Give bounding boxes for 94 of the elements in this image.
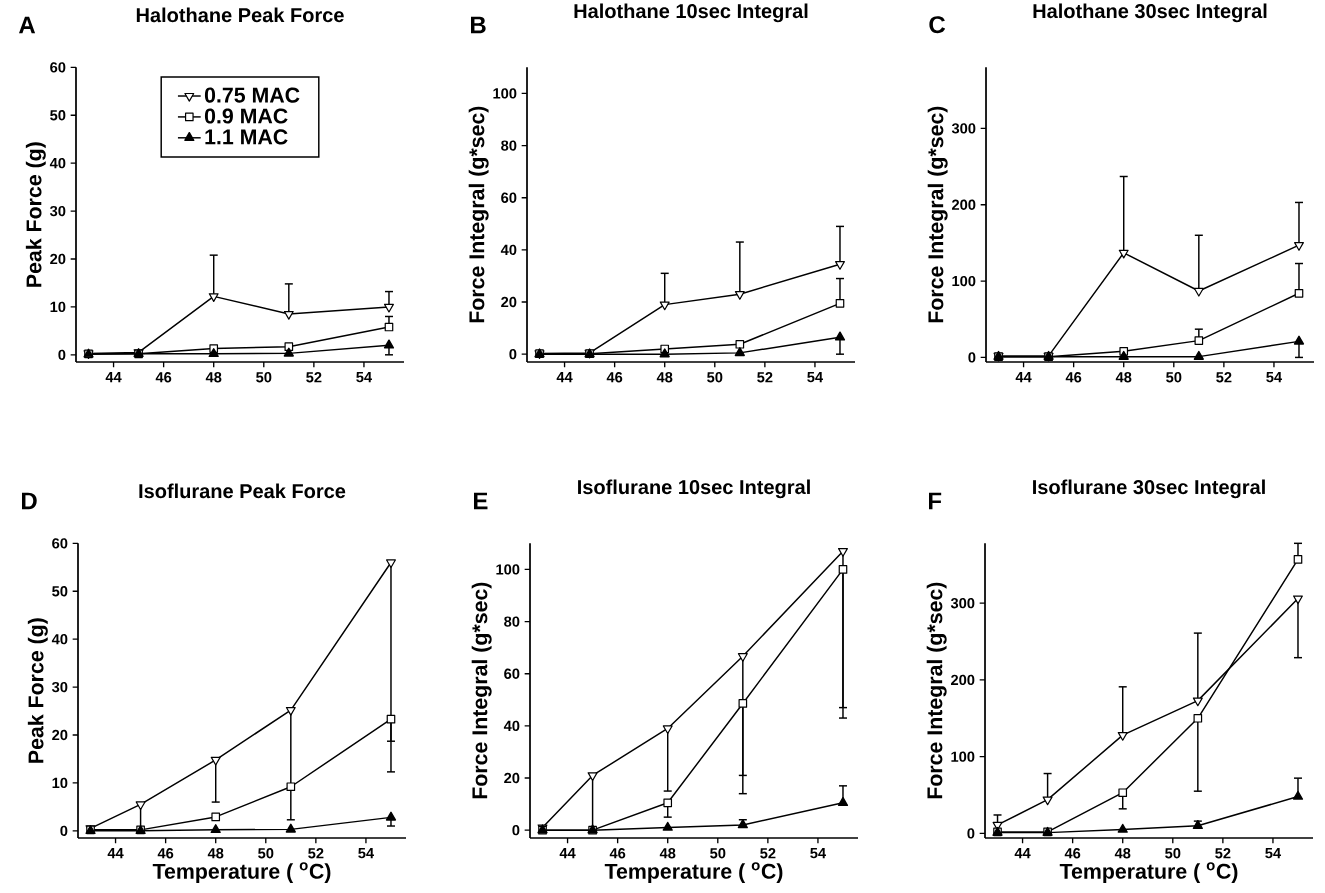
text: C xyxy=(929,16,946,34)
text: A xyxy=(19,16,36,34)
y-tick-label: 40 xyxy=(503,720,520,732)
y-tick-label: 60 xyxy=(50,62,66,73)
y-tick-label: 80 xyxy=(504,616,520,627)
x-tick-label: 48 xyxy=(656,372,673,383)
x-tick-label: 54 xyxy=(1266,372,1283,383)
y-tick-label: 30 xyxy=(49,205,66,217)
x-tick-label: 46 xyxy=(1064,848,1081,859)
x-tick-label: 52 xyxy=(1216,372,1232,383)
y-tick-label: 50 xyxy=(50,110,66,121)
y-axis-title: Peak Force (g) xyxy=(27,618,48,763)
y-tick-label: 30 xyxy=(51,681,68,693)
x-tick-label: 44 xyxy=(1014,848,1031,859)
x-tick-label: 44 xyxy=(107,848,124,859)
text: F xyxy=(929,492,942,510)
x-axis-title: Temperature ( $^{o}$C) xyxy=(152,862,331,884)
y-tick-label: 40 xyxy=(51,633,68,645)
x-tick-label: 50 xyxy=(256,372,272,383)
y-axis-title: Force Integral (g*sec) xyxy=(926,582,947,799)
x-tick-label: 50 xyxy=(710,848,726,859)
y-tick-label: 60 xyxy=(52,538,68,549)
x-tick-label: 44 xyxy=(1015,372,1032,383)
x-tick-label: 50 xyxy=(1165,848,1181,859)
y-axis-title: Force Integral (g*sec) xyxy=(468,106,489,323)
chart-title: Isoflurane Peak Force xyxy=(139,483,346,499)
y-axis-title: Force Integral (g*sec) xyxy=(927,106,948,323)
x-tick-label: 44 xyxy=(105,372,122,383)
text: E xyxy=(474,492,488,510)
y-tick-label: 60 xyxy=(504,668,520,679)
y-tick-label: 100 xyxy=(496,564,520,575)
chart-title: Halothane 30sec Integral xyxy=(1033,3,1267,23)
x-tick-label: 46 xyxy=(157,848,174,859)
y-tick-label: 60 xyxy=(501,192,517,203)
x-tick-label: 52 xyxy=(306,372,322,383)
y-tick-label: 200 xyxy=(950,674,975,686)
y-tick-label: 50 xyxy=(52,586,68,597)
y-tick-label: 20 xyxy=(52,729,68,741)
y-tick-label: 300 xyxy=(950,597,975,609)
y-axis-title: Force Integral (g*sec) xyxy=(471,582,492,799)
y-tick-label: 80 xyxy=(501,140,517,151)
x-tick-label: 46 xyxy=(155,372,172,383)
y-tick-label: 0 xyxy=(967,828,975,839)
x-tick-label: 48 xyxy=(207,848,224,859)
x-tick-label: 54 xyxy=(810,848,827,859)
y-tick-label: 20 xyxy=(501,296,517,308)
text: B xyxy=(471,16,486,34)
x-axis-title: Temperature ( $^{o}$C) xyxy=(604,862,783,884)
x-tick-label: 50 xyxy=(1166,372,1182,383)
y-tick-label: 0 xyxy=(512,825,520,836)
x-tick-label: 54 xyxy=(358,848,375,859)
x-axis-title: Temperature ( $^{o}$C) xyxy=(1059,862,1238,884)
x-tick-label: 52 xyxy=(757,372,773,383)
x-tick-label: 46 xyxy=(1065,372,1082,383)
y-axis-title: Peak Force (g) xyxy=(25,142,46,287)
y-tick-label: 300 xyxy=(951,123,976,134)
y-tick-label: 0 xyxy=(968,352,976,363)
y-tick-label: 20 xyxy=(504,772,520,784)
chart-title: Halothane 10sec Integral xyxy=(574,3,808,23)
y-tick-label: 20 xyxy=(50,253,66,265)
x-tick-label: 50 xyxy=(707,372,723,383)
x-tick-label: 52 xyxy=(760,848,776,859)
y-tick-label: 100 xyxy=(493,88,517,99)
y-tick-label: 10 xyxy=(52,777,68,789)
y-tick-label: 40 xyxy=(49,157,66,169)
y-tick-label: 40 xyxy=(500,244,517,256)
legend-label: 1.1 MAC xyxy=(205,129,288,145)
legend-label: 0.9 MAC xyxy=(204,108,288,124)
x-tick-label: 50 xyxy=(258,848,274,859)
x-tick-label: 54 xyxy=(1265,848,1282,859)
y-tick-label: 10 xyxy=(50,301,66,313)
x-tick-label: 48 xyxy=(659,848,676,859)
x-tick-label: 44 xyxy=(556,372,573,383)
y-tick-label: 200 xyxy=(952,199,976,210)
legend-label: 0.75 MAC xyxy=(204,87,300,103)
text: D xyxy=(22,492,37,510)
y-tick-label: 0 xyxy=(509,349,517,360)
x-tick-label: 52 xyxy=(308,848,324,859)
x-tick-label: 54 xyxy=(807,372,824,383)
x-tick-label: 48 xyxy=(205,372,222,383)
chart-title: Halothane Peak Force xyxy=(136,7,344,23)
x-tick-label: 48 xyxy=(1115,372,1132,383)
chart-title: Isoflurane 30sec Integral xyxy=(1033,479,1265,499)
x-tick-label: 48 xyxy=(1114,848,1131,859)
x-tick-label: 54 xyxy=(356,372,373,383)
x-tick-label: 46 xyxy=(606,372,623,383)
y-tick-label: 100 xyxy=(952,275,976,287)
y-tick-label: 100 xyxy=(951,751,975,762)
x-tick-label: 52 xyxy=(1215,848,1231,859)
x-tick-label: 44 xyxy=(559,848,576,859)
y-tick-label: 0 xyxy=(58,349,66,360)
x-tick-label: 46 xyxy=(609,848,626,859)
y-tick-label: 0 xyxy=(60,825,68,837)
chart-title: Isoflurane 10sec Integral xyxy=(578,479,810,499)
